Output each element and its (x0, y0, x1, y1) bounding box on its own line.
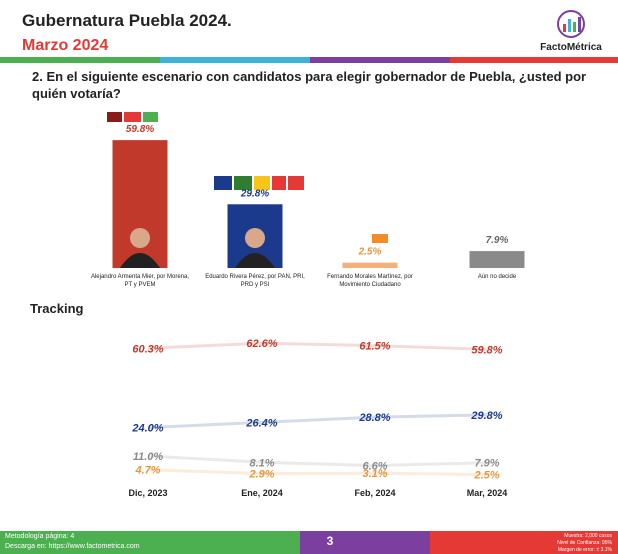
title: Gubernatura Puebla 2024. (22, 11, 232, 30)
page: Gubernatura Puebla 2024. Marzo 2024 Fact… (0, 0, 618, 554)
value-label: 59.8% (126, 124, 154, 135)
value-label: 26.4% (245, 417, 277, 429)
value-label: 29.8% (470, 410, 502, 422)
question: 2. En el siguiente escenario con candida… (32, 68, 592, 102)
footer-text: Nivel de Confianza: 95% (557, 540, 612, 546)
value-label: 2.9% (248, 469, 274, 481)
series-line (148, 415, 487, 428)
value-label: 28.8% (358, 412, 390, 424)
candidate-photo (245, 228, 265, 248)
value-label: 29.8% (240, 188, 269, 199)
value-label: 8.1% (249, 457, 274, 469)
series-line (148, 456, 487, 466)
value-label: 3.1% (362, 468, 387, 480)
value-label: 59.8% (471, 344, 502, 356)
footer-text: Descarga en: https://www.factometrica.co… (5, 543, 140, 550)
x-tick-label: Feb, 2024 (354, 488, 395, 498)
series-line (148, 343, 487, 349)
category-label: Eduardo Rivera Pérez, por PAN, PRI, PRD … (205, 273, 305, 289)
footer-text: Muestra: 2,000 casos (564, 533, 612, 539)
footer-text: Metodología página: 4 (5, 533, 74, 540)
bar (470, 251, 525, 268)
value-label: 61.5% (359, 341, 390, 353)
category-label: Aún no decide (447, 273, 547, 281)
value-label: 24.0% (131, 423, 163, 435)
value-label: 11.0% (133, 451, 164, 463)
value-label: 7.9% (486, 235, 509, 246)
logo-icon (558, 11, 584, 37)
value-label: 4.7% (134, 465, 160, 477)
stripe (0, 57, 618, 63)
value-label: 62.6% (246, 338, 277, 350)
footer-text: Margen de error: ± 3.1% (558, 547, 613, 553)
chart-title: Tracking (30, 301, 84, 316)
value-label: 7.9% (474, 458, 499, 470)
value-label: 2.5% (473, 470, 499, 482)
logo-text: FactoMétrica (540, 42, 602, 53)
subtitle: Marzo 2024 (22, 37, 108, 54)
x-tick-label: Dic, 2023 (128, 488, 167, 498)
category-label: Fernando Morales Martínez, por Movimient… (320, 273, 420, 289)
bar (113, 140, 168, 268)
page-number: 3 (327, 534, 334, 548)
x-tick-label: Mar, 2024 (467, 488, 508, 498)
x-tick-label: Ene, 2024 (241, 488, 283, 498)
series-line (148, 470, 487, 475)
bar (343, 263, 398, 268)
candidate-photo (130, 228, 150, 248)
category-label: Alejandro Armenta Mier, por Morena, PT y… (90, 273, 190, 289)
value-label: 2.5% (358, 247, 382, 258)
value-label: 60.3% (132, 343, 163, 355)
